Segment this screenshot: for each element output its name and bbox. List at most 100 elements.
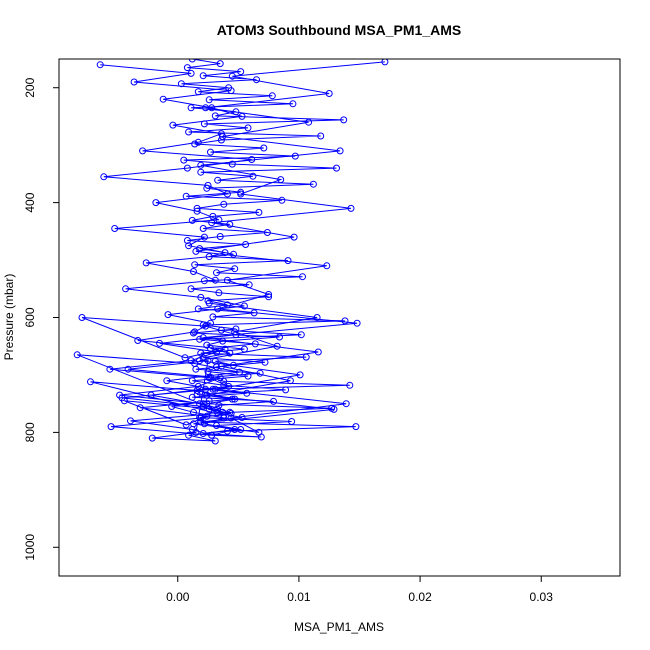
series-layer — [73, 59, 389, 445]
data-point — [197, 168, 205, 176]
data-point — [313, 314, 321, 321]
data-point — [202, 322, 210, 330]
data-point — [323, 262, 331, 270]
data-point — [205, 397, 213, 405]
data-point — [277, 176, 285, 184]
data-point — [187, 69, 195, 77]
data-point — [208, 219, 216, 227]
series-line — [193, 61, 385, 433]
data-point — [192, 428, 200, 436]
data-point — [200, 233, 208, 241]
data-point — [213, 348, 220, 356]
data-point — [216, 60, 224, 68]
data-point — [290, 233, 298, 241]
data-point — [147, 391, 155, 399]
data-point — [273, 342, 281, 350]
data-point — [106, 365, 114, 373]
data-point — [317, 132, 325, 140]
data-point — [228, 72, 236, 80]
data-point — [226, 220, 234, 228]
data-point — [111, 225, 119, 232]
data-point — [244, 124, 252, 132]
y-tick-label: 600 — [23, 307, 37, 327]
data-point — [191, 261, 199, 269]
data-point — [204, 368, 212, 375]
data-point — [192, 247, 200, 255]
data-point — [204, 357, 212, 365]
data-point — [191, 140, 199, 148]
data-point — [134, 337, 142, 344]
data-point — [199, 403, 207, 410]
data-point — [289, 100, 297, 108]
x-tick-label: 0.02 — [408, 590, 432, 604]
data-point — [190, 268, 197, 275]
data-point — [87, 378, 94, 386]
data-point — [190, 408, 197, 416]
data-point — [193, 391, 201, 398]
data-point — [237, 68, 245, 76]
data-point — [124, 365, 132, 373]
data-point — [336, 147, 344, 155]
data-point — [330, 405, 338, 413]
data-point — [276, 333, 283, 341]
data-point — [297, 331, 305, 339]
data-point — [152, 199, 160, 207]
data-point — [353, 319, 361, 327]
data-point — [73, 351, 81, 359]
data-point — [284, 257, 292, 265]
data-point — [194, 382, 202, 390]
data-point — [187, 285, 195, 293]
data-point — [148, 434, 156, 442]
data-point — [185, 242, 193, 250]
data-point — [309, 180, 317, 188]
data-point — [223, 276, 231, 284]
plot-area — [73, 59, 389, 445]
data-point — [255, 428, 263, 436]
data-point — [136, 404, 144, 412]
data-point — [177, 80, 185, 88]
data-point — [122, 285, 130, 293]
data-point — [227, 414, 235, 422]
x-tick-label: 0.01 — [287, 590, 311, 604]
data-point — [196, 357, 204, 365]
data-point — [199, 334, 207, 342]
data-point — [188, 59, 196, 63]
y-tick-label: 800 — [23, 422, 37, 442]
data-point — [139, 147, 147, 155]
data-point — [236, 368, 243, 376]
data-point — [219, 337, 227, 345]
data-point — [159, 95, 167, 103]
chart-title: ATOM3 Southbound MSA_PM1_AMS — [217, 22, 461, 38]
data-point — [256, 369, 264, 377]
data-point — [211, 276, 219, 284]
data-point — [183, 64, 191, 72]
data-point — [215, 216, 223, 224]
data-point — [207, 148, 214, 156]
data-point — [238, 112, 246, 120]
data-point — [191, 328, 199, 336]
data-point — [202, 104, 210, 112]
data-point — [381, 59, 389, 66]
data-point — [227, 409, 235, 417]
data-point — [107, 423, 115, 431]
data-point — [282, 386, 290, 394]
data-point — [194, 305, 202, 313]
data-point — [197, 293, 205, 301]
data-point — [261, 358, 269, 366]
data-point — [214, 405, 222, 413]
data-point — [228, 160, 236, 168]
data-point — [205, 374, 213, 382]
y-tick-label: 400 — [23, 192, 37, 212]
data-point — [221, 345, 229, 353]
data-point — [216, 374, 224, 382]
data-point — [268, 92, 276, 100]
data-point — [197, 414, 205, 422]
data-point — [211, 112, 219, 120]
plot-frame — [58, 58, 621, 577]
data-point — [205, 96, 213, 104]
data-point — [219, 133, 227, 141]
data-point — [278, 196, 286, 204]
data-point — [203, 391, 211, 399]
data-point — [228, 395, 236, 403]
